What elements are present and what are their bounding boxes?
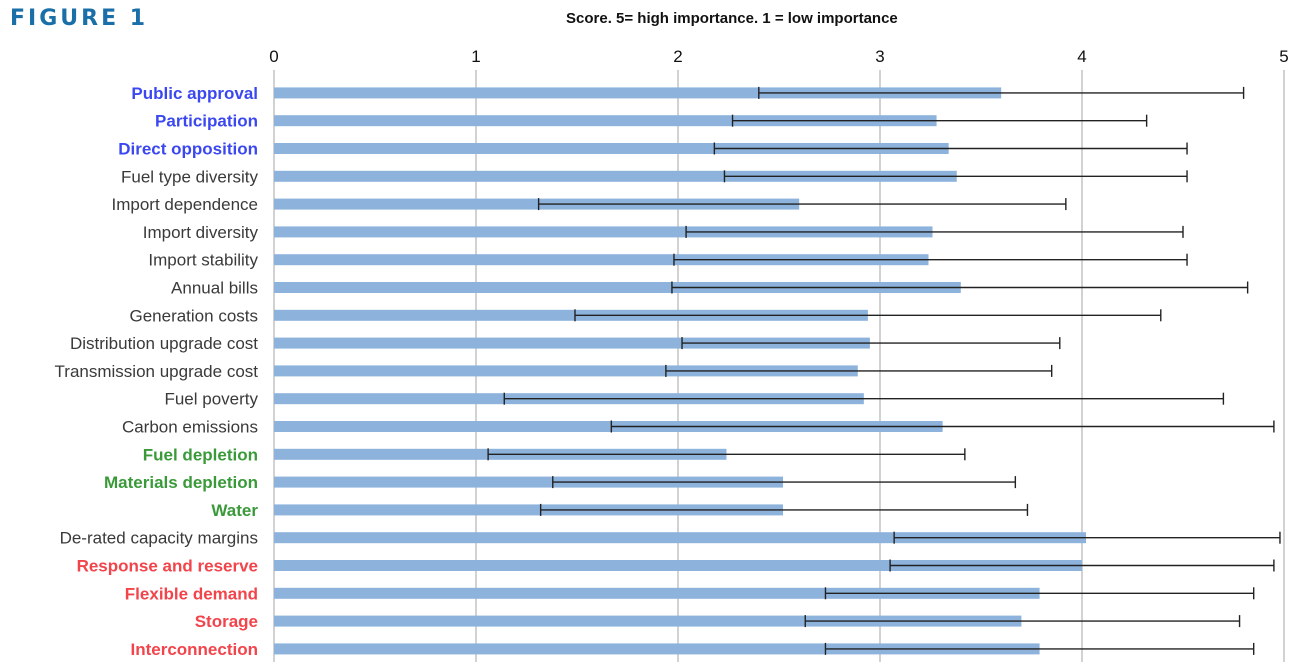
category-label: Fuel depletion [143, 445, 258, 464]
category-label: Import dependence [112, 195, 259, 214]
x-tick-label: 5 [1279, 47, 1288, 66]
bar [274, 87, 1002, 99]
bar [274, 587, 1040, 599]
category-labels: Public approval Participation Direct oppos… [55, 84, 259, 659]
category-label: Import stability [148, 251, 258, 270]
x-tick-label: 4 [1077, 47, 1086, 66]
category-label: Flexible demand [125, 584, 258, 603]
category-label: Distribution upgrade cost [70, 334, 258, 353]
bar [274, 421, 943, 432]
category-label: Fuel poverty [164, 390, 258, 409]
bar [274, 309, 868, 321]
category-label: Carbon emissions [122, 418, 258, 437]
bar [274, 115, 937, 127]
category-label: Public approval [131, 84, 258, 103]
category-label: De-rated capacity margins [60, 529, 258, 548]
bar [274, 198, 800, 210]
category-label: Participation [155, 112, 258, 131]
bar [274, 143, 949, 154]
bars [274, 87, 1087, 655]
error-bars [487, 86, 1281, 655]
chart-title: Score. 5= high importance. 1 = low impor… [566, 10, 898, 27]
bar [274, 365, 858, 377]
bar [274, 337, 870, 349]
x-tick-label: 0 [269, 47, 278, 66]
bar [274, 170, 957, 182]
category-label: Transmission upgrade cost [55, 362, 259, 381]
bar [274, 532, 1087, 544]
bar [274, 476, 784, 488]
bar [274, 504, 784, 516]
bar [274, 282, 961, 293]
bar [274, 615, 1022, 627]
figure-label: FIGURE 1 [10, 6, 149, 31]
category-label: Direct opposition [118, 140, 258, 159]
category-label: Generation costs [129, 306, 258, 325]
x-tick-label: 1 [471, 47, 480, 66]
category-label: Import diversity [143, 223, 259, 242]
x-tick-label: 2 [673, 47, 682, 66]
x-tick-label: 3 [875, 47, 884, 66]
category-label: Storage [195, 612, 258, 631]
bar [274, 226, 933, 238]
x-axis-ticks: 0 1 2 3 4 5 [269, 47, 1288, 66]
category-label: Materials depletion [104, 473, 258, 492]
bar [274, 643, 1040, 655]
bar [274, 560, 1082, 571]
bar [274, 254, 929, 266]
category-label: Fuel type diversity [121, 167, 258, 186]
category-label: Annual bills [171, 279, 258, 298]
category-label: Response and reserve [77, 557, 258, 576]
category-label: Water [211, 501, 258, 520]
category-label: Interconnection [130, 640, 258, 659]
